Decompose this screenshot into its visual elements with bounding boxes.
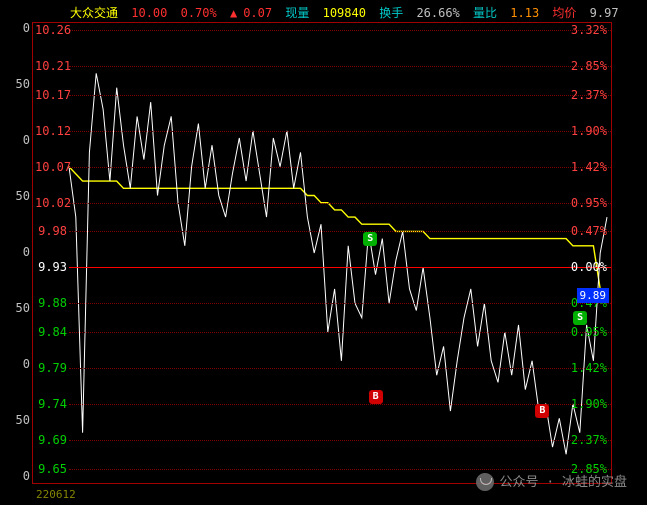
- turnover-label: 换手: [379, 6, 403, 20]
- chart-canvas: [33, 23, 611, 483]
- wechat-icon: [476, 473, 494, 491]
- y-right-tick: 0.95%: [571, 326, 607, 338]
- y-left-tick: 9.74: [35, 398, 67, 410]
- watermark: 公众号 · 冰蛙的实盘: [476, 471, 627, 492]
- vol-label: 现量: [285, 6, 309, 20]
- gridline: [69, 30, 611, 31]
- y-left-tick: 10.07: [35, 161, 67, 173]
- avg-label: 均价: [552, 6, 576, 20]
- y-right-tick: 0.47%: [571, 225, 607, 237]
- gridline: [69, 368, 611, 369]
- ratio-label: 量比: [473, 6, 497, 20]
- avg-value: 9.97: [590, 6, 619, 20]
- y-left-tick: 9.65: [35, 463, 67, 475]
- chart-header: 大众交通 10.00 0.70% ▲ 0.07 现量 109840 换手 26.6…: [70, 4, 647, 22]
- left-strip-tick: 50: [0, 56, 32, 112]
- left-strip-tick: 0: [0, 224, 32, 280]
- y-right-tick: 1.90%: [571, 398, 607, 410]
- sell-marker: S: [363, 232, 377, 246]
- stock-chg: 0.07: [243, 6, 272, 20]
- gridline: [69, 95, 611, 96]
- y-right-tick: 2.37%: [571, 434, 607, 446]
- buy-marker: B: [535, 404, 549, 418]
- left-strip-tick: 0: [0, 0, 32, 56]
- turnover-value: 26.66%: [416, 6, 459, 20]
- gridline: [69, 131, 611, 132]
- left-strip-tick: 50: [0, 280, 32, 336]
- y-right-tick: 1.42%: [571, 362, 607, 374]
- bottom-code: 220612: [36, 488, 76, 501]
- y-right-tick: 0.00%: [571, 261, 607, 273]
- y-right-tick: 1.90%: [571, 125, 607, 137]
- y-left-tick: 9.93: [35, 261, 67, 273]
- y-left-tick: 10.21: [35, 60, 67, 72]
- stock-name: 大众交通: [70, 6, 118, 20]
- y-left-tick: 10.12: [35, 125, 67, 137]
- gridline: [69, 404, 611, 405]
- y-right-tick: 2.37%: [571, 89, 607, 101]
- current-price-tag: 9.89: [577, 288, 610, 303]
- zero-line: [69, 267, 611, 268]
- stock-pct: 0.70%: [181, 6, 217, 20]
- y-left-tick: 10.26: [35, 24, 67, 36]
- left-strip-tick: 50: [0, 392, 32, 448]
- gridline: [69, 203, 611, 204]
- y-left-tick: 10.17: [35, 89, 67, 101]
- stock-price: 10.00: [131, 6, 167, 20]
- left-strip-tick: 50: [0, 168, 32, 224]
- left-strip-tick: 0: [0, 448, 32, 504]
- vol-value: 109840: [323, 6, 366, 20]
- watermark-text: 公众号 · 冰蛙的实盘: [500, 475, 627, 490]
- gridline: [69, 303, 611, 304]
- y-left-tick: 9.69: [35, 434, 67, 446]
- left-scale-strip: 0500500500500: [0, 0, 32, 505]
- left-strip-tick: 0: [0, 336, 32, 392]
- y-left-tick: 9.84: [35, 326, 67, 338]
- gridline: [69, 167, 611, 168]
- y-left-tick: 9.79: [35, 362, 67, 374]
- y-right-tick: 0.95%: [571, 197, 607, 209]
- gridline: [69, 231, 611, 232]
- y-right-tick: 3.32%: [571, 24, 607, 36]
- left-strip-tick: 0: [0, 112, 32, 168]
- ratio-value: 1.13: [510, 6, 539, 20]
- buy-marker: B: [369, 390, 383, 404]
- arrow-up-icon: ▲: [230, 6, 237, 20]
- gridline: [69, 469, 611, 470]
- gridline: [69, 332, 611, 333]
- y-right-tick: 1.42%: [571, 161, 607, 173]
- gridline: [69, 66, 611, 67]
- y-left-tick: 10.02: [35, 197, 67, 209]
- price-chart[interactable]: 10.26 10.21 10.17 10.12 10.07 10.02 9.98 9.93 9.…: [32, 22, 612, 484]
- y-left-tick: 9.88: [35, 297, 67, 309]
- sell-marker: S: [573, 311, 587, 325]
- stock-chart-container: 大众交通 10.00 0.70% ▲ 0.07 现量 109840 换手 26.6…: [0, 0, 647, 505]
- gridline: [69, 440, 611, 441]
- y-right-tick: 2.85%: [571, 60, 607, 72]
- y-left-tick: 9.98: [35, 225, 67, 237]
